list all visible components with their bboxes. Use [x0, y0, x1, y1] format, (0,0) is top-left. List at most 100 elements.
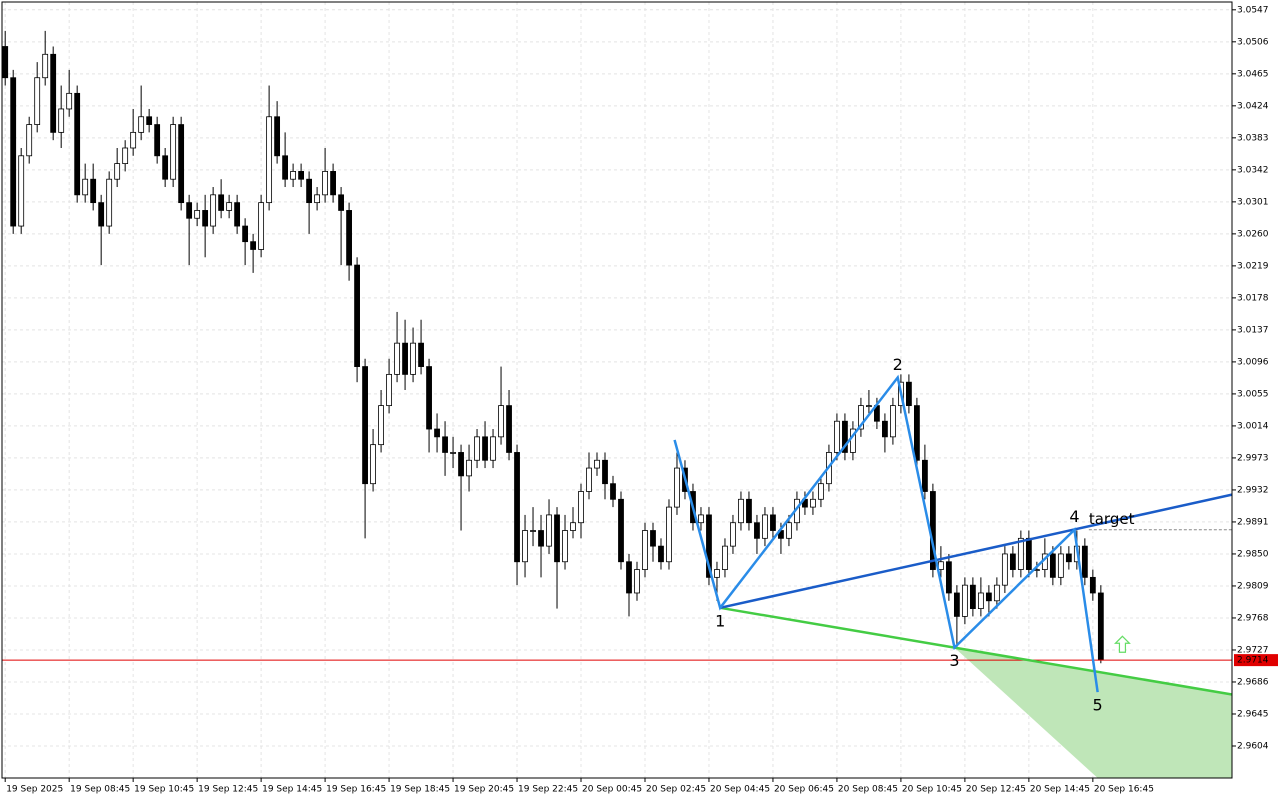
candle-body: [1081, 545, 1088, 578]
candle-body: [378, 405, 384, 446]
candle-body: [866, 405, 872, 408]
candle-body: [322, 171, 328, 196]
x-tick-label: 19 Sep 12:45: [198, 785, 258, 795]
candle-body: [154, 124, 161, 157]
candle-body: [985, 592, 992, 602]
candle-body: [290, 171, 297, 180]
candle-body: [106, 178, 113, 227]
y-tick-label: 3.0465: [1237, 69, 1269, 79]
candle-body: [1097, 592, 1104, 661]
y-tick-label: 3.0219: [1237, 261, 1269, 271]
candle-body: [354, 264, 360, 367]
candle-body: [90, 178, 97, 204]
y-tick-label: 3.0424: [1237, 101, 1269, 111]
target-label: target: [1089, 510, 1135, 528]
candle-body: [26, 124, 33, 157]
x-tick-label: 19 Sep 16:45: [326, 785, 386, 795]
candle-body: [186, 202, 193, 219]
candle-body: [114, 163, 121, 180]
x-tick-label: 19 Sep 08:45: [70, 785, 130, 795]
wave-label: 2: [893, 355, 903, 374]
y-tick-label: 3.0137: [1237, 325, 1269, 335]
candle-body: [394, 342, 400, 375]
candle-body: [482, 436, 488, 461]
candle-body: [977, 592, 984, 609]
x-tick-label: 19 Sep 10:45: [134, 785, 194, 795]
last-price-label: 2.9714: [1237, 656, 1269, 666]
x-tick-label: 20 Sep 14:45: [1030, 785, 1090, 795]
candle-body: [170, 124, 177, 180]
lower-trendline: [719, 606, 1233, 696]
x-tick-label: 20 Sep 16:45: [1094, 785, 1154, 795]
x-tick-label: 19 Sep 18:45: [390, 785, 450, 795]
candle-body: [650, 530, 656, 547]
wave-zigzag: [673, 374, 1099, 693]
y-tick-label: 2.9891: [1237, 517, 1269, 527]
candle-body: [2, 46, 9, 79]
candle-body: [314, 194, 320, 204]
x-tick-label: 20 Sep 02:45: [646, 785, 706, 795]
candle-body: [178, 124, 185, 204]
candle-body: [1017, 537, 1024, 570]
candle-body: [554, 514, 560, 563]
candle-body: [602, 459, 608, 485]
candle-body: [10, 77, 17, 227]
x-tick-label: 19 Sep 22:45: [518, 785, 578, 795]
candle-body: [658, 545, 664, 563]
candle-body: [626, 561, 632, 594]
candle-body: [410, 342, 416, 375]
y-tick-label: 3.0178: [1237, 293, 1269, 303]
candle-body: [914, 405, 920, 461]
y-tick-label: 3.0342: [1237, 165, 1269, 175]
candle-body: [258, 202, 265, 250]
candle-body: [818, 483, 824, 500]
candle-body: [18, 155, 25, 227]
candle-body: [618, 498, 624, 563]
candle-body: [562, 530, 568, 563]
candle-body: [722, 545, 728, 570]
x-tick-label: 20 Sep 10:45: [902, 785, 962, 795]
candle-body: [594, 459, 600, 469]
candle-body: [330, 171, 336, 196]
y-tick-label: 2.9686: [1237, 677, 1269, 687]
candle-body: [1049, 553, 1056, 578]
candle-body: [266, 116, 273, 204]
y-tick-label: 3.0506: [1237, 37, 1269, 47]
x-tick-label: 19 Sep 2025: [6, 785, 63, 795]
candle-body: [1089, 576, 1096, 594]
candle-body: [1057, 553, 1064, 578]
candle-body: [50, 53, 57, 133]
candle-body: [162, 155, 169, 180]
candle-body: [993, 584, 1000, 602]
candle-body: [346, 210, 352, 266]
candle-body: [306, 178, 313, 204]
y-tick-label: 3.0096: [1237, 357, 1269, 367]
y-tick-label: 3.0547: [1237, 5, 1269, 15]
candle-body: [442, 436, 448, 453]
candle-body: [194, 210, 201, 219]
candle-body: [466, 459, 472, 477]
candle-body: [138, 116, 145, 133]
candle-body: [610, 483, 616, 500]
candle-body: [961, 584, 968, 617]
candle-body: [890, 405, 896, 438]
candle-body: [242, 225, 249, 243]
candle-body: [362, 366, 368, 485]
candle-body: [578, 491, 584, 524]
candle-body: [882, 420, 888, 438]
candle-body: [642, 530, 648, 570]
candle-body: [82, 178, 89, 196]
candle-body: [538, 530, 544, 547]
wave-label: 5: [1093, 696, 1103, 715]
x-tick-label: 20 Sep 04:45: [710, 785, 770, 795]
x-tick-label: 20 Sep 00:45: [582, 785, 642, 795]
candle-body: [698, 514, 704, 524]
candle-body: [490, 436, 496, 461]
wave-label: 3: [949, 651, 959, 670]
candle-body: [98, 202, 105, 227]
candle-body: [586, 467, 592, 492]
wave-label: 1: [715, 611, 725, 630]
candle-body: [746, 498, 752, 524]
candle-body: [386, 373, 392, 407]
